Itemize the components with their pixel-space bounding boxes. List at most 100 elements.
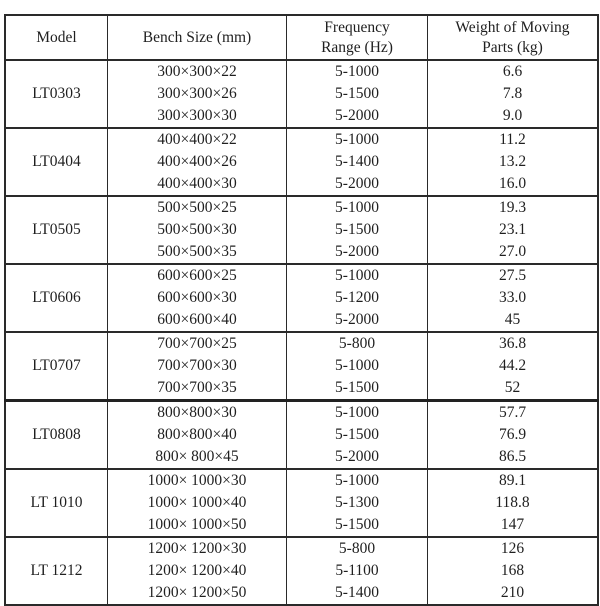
frequency-cell: 5-800	[286, 536, 428, 560]
table-row: 300×300×26 5-1500 7.8	[5, 83, 599, 105]
weight-cell: 168	[427, 560, 599, 582]
weight-cell: 33.0	[427, 287, 599, 309]
weight-cell: 23.1	[427, 219, 599, 241]
frequency-cell: 5-1400	[286, 582, 428, 605]
frequency-cell: 5-1100	[286, 560, 428, 582]
weight-cell: 19.3	[427, 195, 599, 219]
table-row: 1200× 1200×40 5-1100 168	[5, 560, 599, 582]
table-row: LT0606 600×600×25 5-1000 27.5	[4, 263, 599, 332]
bench-size-cell: 600×600×40	[107, 309, 287, 332]
table-row: 400×400×26 5-1400 13.2	[5, 151, 599, 173]
table-row: 1000× 1000×40 5-1300 118.8	[5, 492, 599, 514]
frequency-cell: 5-1000	[286, 468, 428, 492]
model-cell: LT0404	[4, 127, 108, 196]
frequency-cell: 5-1000	[286, 127, 428, 151]
frequency-cell: 5-2000	[286, 241, 428, 264]
frequency-cell: 5-1500	[286, 219, 428, 241]
frequency-cell: 5-1000	[286, 195, 428, 219]
table-row: LT 1010 1000× 1000×30 5-1000 89.1	[4, 468, 599, 537]
weight-cell: 16.0	[427, 173, 599, 196]
frequency-cell: 5-800	[286, 331, 428, 355]
table-row: 700×700×35 5-1500 52	[5, 377, 599, 401]
bench-size-cell: 1200× 1200×30	[107, 536, 287, 560]
table-row: 1200× 1200×50 5-1400 210	[5, 582, 599, 605]
bench-size-cell: 1000× 1000×40	[107, 492, 287, 514]
table-row: LT0303 300×300×22 5-1000 6.6	[4, 59, 599, 128]
table-row: 700×700×30 5-1000 44.2	[5, 355, 599, 377]
frequency-cell: 5-1400	[286, 151, 428, 173]
model-cell: LT0808	[4, 399, 108, 469]
bench-size-cell: 500×500×25	[107, 195, 287, 219]
bench-size-cell: 800×800×40	[107, 424, 287, 446]
bench-size-cell: 400×400×30	[107, 173, 287, 196]
weight-cell: 52	[427, 377, 599, 401]
bench-size-cell: 300×300×30	[107, 105, 287, 128]
table-row: 1000× 1000×50 5-1500 147	[5, 514, 599, 537]
weight-cell: 27.5	[427, 263, 599, 287]
frequency-cell: 5-1500	[286, 377, 428, 401]
table-row: 500×500×35 5-2000 27.0	[5, 241, 599, 264]
header-model: Model	[4, 14, 108, 61]
frequency-cell: 5-2000	[286, 173, 428, 196]
table-row: 800×800×40 5-1500 76.9	[5, 424, 599, 446]
weight-cell: 147	[427, 514, 599, 537]
header-bench-size: Bench Size (mm)	[107, 14, 287, 61]
weight-cell: 27.0	[427, 241, 599, 264]
frequency-cell: 5-1000	[286, 399, 428, 424]
table-row: 600×600×40 5-2000 45	[5, 309, 599, 332]
weight-cell: 57.7	[427, 399, 599, 424]
bench-size-cell: 700×700×25	[107, 331, 287, 355]
table-row: 400×400×30 5-2000 16.0	[5, 173, 599, 196]
frequency-cell: 5-1300	[286, 492, 428, 514]
bench-size-cell: 700×700×35	[107, 377, 287, 401]
frequency-cell: 5-2000	[286, 309, 428, 332]
table-header: Model Bench Size (mm) Frequency Range (H…	[4, 14, 599, 61]
table-row: 500×500×30 5-1500 23.1	[5, 219, 599, 241]
model-cell: LT0707	[4, 331, 108, 401]
weight-cell: 13.2	[427, 151, 599, 173]
bench-size-cell: 800×800×30	[107, 399, 287, 424]
weight-cell: 86.5	[427, 446, 599, 469]
weight-cell: 89.1	[427, 468, 599, 492]
weight-cell: 45	[427, 309, 599, 332]
weight-cell: 126	[427, 536, 599, 560]
table-row: 800× 800×45 5-2000 86.5	[5, 446, 599, 469]
table-row: 300×300×30 5-2000 9.0	[5, 105, 599, 128]
model-cell: LT 1010	[4, 468, 108, 537]
bench-size-cell: 300×300×22	[107, 59, 287, 83]
bench-size-cell: 700×700×30	[107, 355, 287, 377]
table-row: 600×600×30 5-1200 33.0	[5, 287, 599, 309]
bench-size-cell: 500×500×30	[107, 219, 287, 241]
frequency-cell: 5-1500	[286, 424, 428, 446]
model-cell: LT0505	[4, 195, 108, 264]
weight-cell: 6.6	[427, 59, 599, 83]
model-cell: LT0303	[4, 59, 108, 128]
weight-cell: 9.0	[427, 105, 599, 128]
bench-size-cell: 800× 800×45	[107, 446, 287, 469]
bench-size-cell: 1200× 1200×50	[107, 582, 287, 605]
table-row: LT0404 400×400×22 5-1000 11.2	[4, 127, 599, 196]
frequency-cell: 5-2000	[286, 105, 428, 128]
bench-size-cell: 400×400×22	[107, 127, 287, 151]
header-row: Model Bench Size (mm) Frequency Range (H…	[4, 14, 599, 61]
table-row: LT0808 800×800×30 5-1000 57.7	[4, 399, 599, 469]
table-row: LT0707 700×700×25 5-800 36.8	[4, 331, 599, 401]
weight-cell: 44.2	[427, 355, 599, 377]
bench-size-cell: 1200× 1200×40	[107, 560, 287, 582]
model-cell: LT 1212	[4, 536, 108, 605]
frequency-cell: 5-1500	[286, 514, 428, 537]
vibration-bench-spec-table: Model Bench Size (mm) Frequency Range (H…	[4, 14, 599, 606]
weight-cell: 11.2	[427, 127, 599, 151]
frequency-cell: 5-1000	[286, 59, 428, 83]
frequency-cell: 5-1000	[286, 263, 428, 287]
bench-size-cell: 500×500×35	[107, 241, 287, 264]
bench-size-cell: 300×300×26	[107, 83, 287, 105]
weight-cell: 118.8	[427, 492, 599, 514]
weight-cell: 76.9	[427, 424, 599, 446]
header-weight: Weight of Moving Parts (kg)	[427, 14, 599, 61]
bench-size-cell: 600×600×30	[107, 287, 287, 309]
weight-cell: 210	[427, 582, 599, 605]
weight-cell: 36.8	[427, 331, 599, 355]
model-cell: LT0606	[4, 263, 108, 332]
